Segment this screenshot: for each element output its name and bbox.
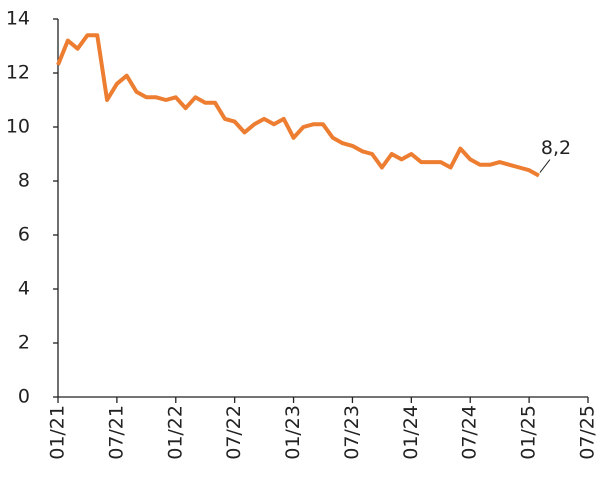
y-tick-label: 14 xyxy=(6,8,30,30)
x-tick-label: 07/25 xyxy=(577,405,599,460)
data-label: 8,2 xyxy=(541,137,571,159)
y-tick-label: 12 xyxy=(6,62,30,84)
x-tick-label: 07/23 xyxy=(341,405,363,460)
y-tick-label: 4 xyxy=(18,278,30,300)
x-tick-label: 01/24 xyxy=(400,405,422,460)
y-tick-label: 8 xyxy=(18,170,30,192)
y-tick-label: 6 xyxy=(18,224,30,246)
x-tick-label: 07/21 xyxy=(105,405,127,460)
y-tick-label: 2 xyxy=(18,332,30,354)
line xyxy=(56,33,540,178)
x-tick-label: 01/25 xyxy=(518,405,540,460)
label-leader xyxy=(539,159,551,173)
x-tick-label: 01/22 xyxy=(164,405,186,460)
y-tick-label: 0 xyxy=(18,386,30,408)
x-tick-label: 01/21 xyxy=(47,405,69,460)
y-tick-label: 10 xyxy=(6,116,30,138)
x-tick-label: 07/22 xyxy=(223,405,245,460)
x-tick-label: 01/23 xyxy=(282,405,304,460)
x-tick-label: 07/24 xyxy=(459,405,481,460)
